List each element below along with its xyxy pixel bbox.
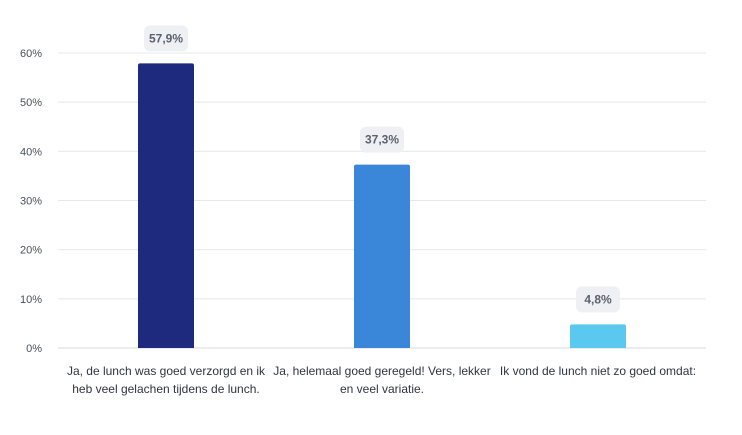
y-tick-label: 30% bbox=[20, 196, 42, 208]
bar bbox=[354, 164, 410, 348]
y-tick-label: 60% bbox=[20, 48, 42, 60]
data-label-box bbox=[360, 126, 404, 153]
data-label: 37,3% bbox=[365, 133, 399, 147]
data-label-box bbox=[144, 25, 188, 52]
y-tick-label: 20% bbox=[20, 245, 42, 257]
x-category-label: Ja, helemaal goed geregeld! Vers, lekker… bbox=[273, 364, 491, 396]
bar bbox=[138, 63, 194, 348]
data-label: 4,8% bbox=[584, 292, 612, 306]
x-category-label: Ja, de lunch was goed verzorgd en ik heb… bbox=[66, 364, 266, 396]
bar bbox=[570, 324, 626, 348]
x-category-label: Ik vond de lunch niet zo goed omdat: bbox=[499, 364, 697, 378]
y-tick-label: 10% bbox=[20, 294, 42, 306]
y-tick-label: 0% bbox=[26, 343, 42, 355]
y-tick-label: 40% bbox=[20, 146, 42, 158]
bars bbox=[138, 63, 626, 348]
data-labels: 57,9% 37,3% 4,8% bbox=[144, 25, 620, 313]
y-axis-ticks: 0% 10% 20% 30% 40% 50% 60% bbox=[20, 48, 42, 355]
y-tick-label: 50% bbox=[20, 97, 42, 109]
data-label: 57,9% bbox=[149, 31, 183, 45]
data-label-box bbox=[576, 286, 620, 313]
